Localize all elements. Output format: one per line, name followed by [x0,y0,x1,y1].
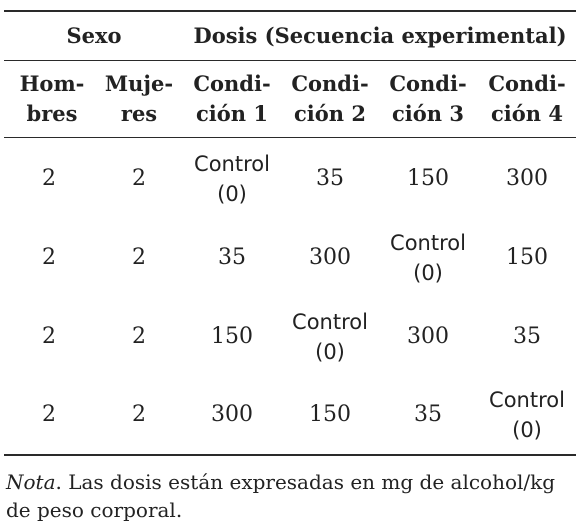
cell-value: 35 [513,324,541,349]
table-cell: 2 [4,219,94,297]
cell-value: 2 [132,245,146,270]
table-cell: Control (0) [184,140,280,218]
table-cell: 2 [94,219,184,297]
column-header-line: bres [26,101,78,126]
column-header-line: Muje- [104,71,174,96]
table-cell: 300 [478,140,576,218]
table-cell: 2 [4,140,94,218]
table-cell: 2 [4,298,94,376]
table-top-rule [4,10,576,12]
column-header-line: Hom- [19,71,85,96]
cell-value: (0) [315,340,345,364]
cell-value: 2 [42,402,56,427]
column-header-hombres: Hom- bres [4,66,100,132]
cell-value: 35 [218,245,246,270]
note-lead: Nota [6,470,56,494]
cell-value: Control [194,152,270,176]
cell-value: 150 [309,402,351,427]
note-text: . Las dosis están expresadas en mg de al… [6,470,556,522]
table-cell: 2 [94,298,184,376]
cell-value: 2 [42,166,56,191]
cell-value: 300 [407,324,449,349]
cell-value: Control [489,388,565,412]
cell-value: 2 [42,245,56,270]
dose-group-rule [4,60,576,61]
cell-value: (0) [413,261,443,285]
table-cell: 150 [380,140,476,218]
table-cell: 2 [4,377,94,453]
table-cell: 35 [380,377,476,453]
group-header-sex: Sexo [4,14,184,58]
cell-value: 2 [132,324,146,349]
table-cell: 300 [282,219,378,297]
cell-value: 2 [132,166,146,191]
cell-value: 35 [316,166,344,191]
cell-value: Control [292,310,368,334]
table-cell: 150 [282,377,378,453]
group-header-sex-label: Sexo [66,23,122,48]
column-header-line: ción 3 [392,101,464,126]
cell-value: 150 [506,245,548,270]
table-cell: 150 [478,219,576,297]
cell-value: 300 [506,166,548,191]
table-cell: Control (0) [478,377,576,453]
table-cell: 150 [184,298,280,376]
cell-value: Control [390,231,466,255]
cell-value: 150 [407,166,449,191]
table-cell: 35 [478,298,576,376]
cell-value: 300 [309,245,351,270]
table-cell: 300 [184,377,280,453]
cell-value: (0) [512,418,542,442]
column-header-line: ción 1 [196,101,268,126]
table-note: Nota. Las dosis están expresadas en mg d… [6,468,572,524]
header-bottom-rule [4,137,576,138]
column-header-condicion-2: Condi- ción 2 [282,66,378,132]
column-header-line: ción 4 [491,101,563,126]
column-header-line: Condi- [488,71,566,96]
cell-value: 300 [211,402,253,427]
cell-value: 35 [414,402,442,427]
column-header-line: Condi- [193,71,271,96]
table-bottom-rule [4,454,576,456]
table-cell: 35 [184,219,280,297]
column-header-condicion-3: Condi- ción 3 [380,66,476,132]
table-cell: Control (0) [380,219,476,297]
column-header-line: Condi- [291,71,369,96]
table-cell: 2 [94,140,184,218]
column-header-mujeres: Muje- res [94,66,184,132]
table-cell: Control (0) [282,298,378,376]
column-header-condicion-4: Condi- ción 4 [478,66,576,132]
table-cell: 2 [94,377,184,453]
column-header-line: ción 2 [294,101,366,126]
table-cell: 300 [380,298,476,376]
group-header-dose: Dosis (Secuencia experimental) [184,14,576,58]
cell-value: 2 [42,324,56,349]
cell-value: 150 [211,324,253,349]
column-header-condicion-1: Condi- ción 1 [184,66,280,132]
column-header-line: Condi- [389,71,467,96]
cell-value: 2 [132,402,146,427]
group-header-dose-label: Dosis (Secuencia experimental) [193,23,567,48]
column-header-line: res [120,101,158,126]
table-cell: 35 [282,140,378,218]
cell-value: (0) [217,182,247,206]
